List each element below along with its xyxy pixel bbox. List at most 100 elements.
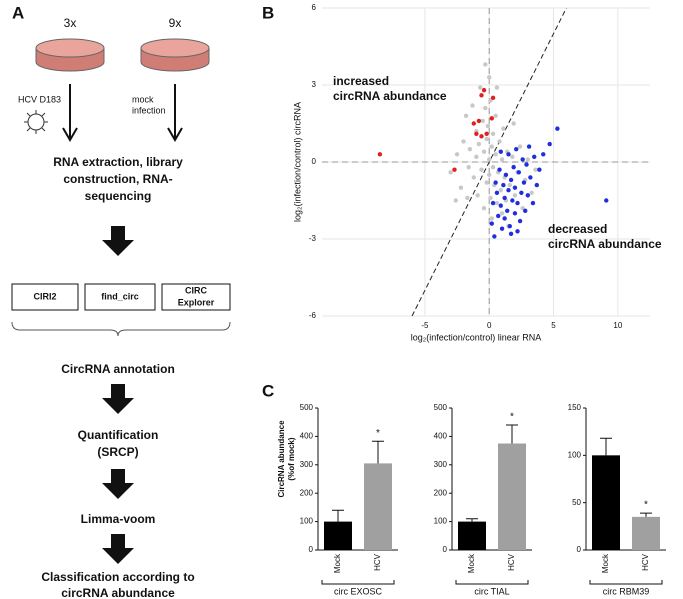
point xyxy=(524,162,529,167)
bar xyxy=(458,521,486,550)
point xyxy=(532,154,537,160)
point xyxy=(521,180,527,185)
point xyxy=(507,182,512,188)
y-tick-label: 500 xyxy=(434,403,448,412)
dish-count: 9x xyxy=(169,16,182,30)
point xyxy=(506,152,511,157)
point xyxy=(488,195,493,201)
point xyxy=(493,180,498,185)
point xyxy=(454,152,460,157)
point xyxy=(487,157,492,162)
y-axis-label: CircRNA abundance xyxy=(277,420,286,498)
point xyxy=(555,126,560,131)
point xyxy=(481,206,487,211)
y-tick-label: 300 xyxy=(434,460,448,469)
point xyxy=(512,193,518,198)
annotation: decreased xyxy=(548,222,607,236)
y-tick-label: 200 xyxy=(434,488,448,497)
point xyxy=(526,144,532,149)
point xyxy=(503,172,509,178)
tool-label: Explorer xyxy=(178,297,215,307)
point xyxy=(484,180,489,185)
point xyxy=(481,149,487,154)
bracket xyxy=(589,580,663,585)
point xyxy=(511,164,516,170)
tool-label: CIRI2 xyxy=(33,291,56,301)
treatment-label: infection xyxy=(132,105,166,115)
point xyxy=(515,200,520,206)
culture-dish xyxy=(35,38,105,72)
point xyxy=(525,157,531,162)
panel-label: C xyxy=(262,381,274,400)
block-arrow xyxy=(102,226,134,256)
point xyxy=(506,188,511,193)
point xyxy=(485,123,491,129)
step-text: sequencing xyxy=(85,189,152,203)
point xyxy=(466,164,471,170)
y-axis-label: (%of mock) xyxy=(287,437,296,480)
point xyxy=(479,93,484,98)
point xyxy=(501,126,506,131)
point xyxy=(523,208,528,213)
point xyxy=(481,87,487,93)
point xyxy=(533,167,538,172)
significance-mark: * xyxy=(644,500,648,511)
point xyxy=(492,234,497,239)
bar xyxy=(324,521,352,550)
tool-label: CIRC xyxy=(185,285,207,295)
x-tick-label: 10 xyxy=(613,321,622,330)
x-axis-label: circ EXOSC xyxy=(334,586,383,596)
treatment-label: mock xyxy=(132,94,154,104)
y-tick-label: 150 xyxy=(568,403,582,412)
point xyxy=(530,200,536,206)
y-tick-label: 400 xyxy=(300,432,314,441)
tool-box xyxy=(161,283,231,311)
error-bar xyxy=(640,512,652,517)
y-tick-label: 500 xyxy=(300,403,314,412)
x-tick-label: HCV xyxy=(507,553,516,571)
point xyxy=(508,231,514,237)
point xyxy=(476,118,482,124)
point xyxy=(453,198,458,203)
bar xyxy=(592,455,620,550)
error-bar xyxy=(332,509,344,522)
point xyxy=(537,167,542,172)
annotation: circRNA abundance xyxy=(548,237,662,251)
step-text: RNA extraction, library xyxy=(53,155,183,169)
point xyxy=(493,113,498,119)
y-tick-label: 6 xyxy=(312,3,317,12)
point xyxy=(501,182,506,188)
point xyxy=(496,213,501,219)
point xyxy=(487,75,492,80)
x-tick-label: HCV xyxy=(641,553,650,571)
point xyxy=(461,139,466,144)
point xyxy=(529,190,534,195)
tool-box xyxy=(11,283,79,311)
y-tick-label: 0 xyxy=(312,157,317,166)
error-bar xyxy=(466,518,478,522)
x-axis-label: circ TIAL xyxy=(474,586,509,596)
tool-label: find_circ xyxy=(101,291,139,301)
panel-label: B xyxy=(262,3,274,22)
y-tick-label: 50 xyxy=(572,498,581,507)
point xyxy=(471,175,476,180)
arrow xyxy=(62,84,183,142)
point xyxy=(490,131,496,136)
point xyxy=(494,85,500,90)
point xyxy=(487,172,492,178)
point xyxy=(490,200,496,206)
point xyxy=(470,103,475,108)
point xyxy=(484,136,489,142)
y-tick-label: -3 xyxy=(309,234,317,243)
point xyxy=(499,157,505,162)
dish-count: 3x xyxy=(64,16,77,30)
point xyxy=(458,185,464,190)
bar xyxy=(632,516,660,550)
point xyxy=(517,218,523,224)
point xyxy=(502,216,507,221)
point xyxy=(494,200,500,206)
point xyxy=(498,188,503,193)
point xyxy=(499,226,505,231)
point xyxy=(471,121,476,126)
